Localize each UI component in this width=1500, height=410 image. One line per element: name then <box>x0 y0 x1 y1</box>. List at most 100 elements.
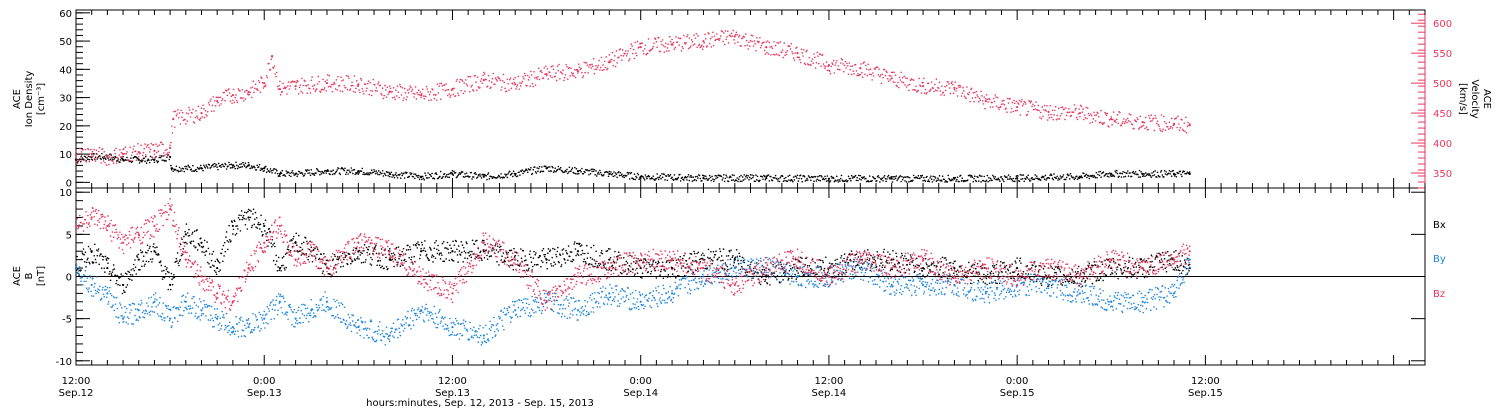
bx-sample <box>1101 263 1104 266</box>
velocity-sample <box>609 59 611 61</box>
ion-density-sample <box>922 179 924 182</box>
velocity-point <box>231 94 234 97</box>
by-sample <box>107 301 110 303</box>
velocity-sample <box>354 91 357 94</box>
ion-density-sample <box>673 174 676 176</box>
bx-sample <box>186 232 189 234</box>
ion-density-sample <box>825 180 828 182</box>
bx-sample <box>901 254 904 257</box>
velocity-sample <box>1094 114 1096 117</box>
velocity-sample <box>1165 122 1167 125</box>
ion-density-sample <box>795 177 798 179</box>
bx-sample <box>580 244 583 246</box>
velocity-sample <box>665 50 668 52</box>
velocity-sample <box>1061 112 1063 115</box>
velocity-sample <box>283 86 286 88</box>
velocity-sample <box>1095 114 1098 116</box>
bx-sample <box>749 266 751 268</box>
velocity-sample <box>191 112 193 114</box>
velocity-sample <box>1090 114 1093 117</box>
ion-density-sample <box>439 170 442 173</box>
bx-sample <box>513 256 516 258</box>
velocity-sample <box>537 75 539 78</box>
ion-density-sample <box>285 170 287 172</box>
velocity-sample <box>412 92 415 95</box>
bx-sample <box>178 264 180 267</box>
bx-sample <box>942 272 944 274</box>
velocity-sample <box>1026 113 1029 116</box>
bx-sample <box>966 276 968 279</box>
velocity-sample <box>523 78 525 80</box>
velocity-sample <box>359 91 361 94</box>
velocity-sample <box>715 38 717 41</box>
bx-sample <box>398 257 400 260</box>
velocity-sample <box>985 93 988 96</box>
ion-density-point <box>765 177 768 180</box>
velocity-sample <box>1014 102 1016 105</box>
ion-density-sample <box>1148 173 1151 175</box>
ion-density-sample <box>318 170 320 173</box>
ion-density-sample <box>972 180 975 183</box>
ion-density-sample <box>265 165 267 168</box>
velocity-sample <box>953 88 956 91</box>
ion-density-sample <box>698 174 701 177</box>
velocity-sample <box>212 96 215 98</box>
ion-density-sample <box>1055 177 1058 179</box>
ion-density-sample <box>309 174 312 177</box>
bx-sample <box>126 284 129 286</box>
bx-sample <box>242 216 244 219</box>
bx-sample <box>87 245 90 248</box>
ion-density-sample <box>998 178 1000 181</box>
bx-sample <box>1132 274 1135 276</box>
ion-density-sample <box>488 178 491 180</box>
bx-sample <box>1135 266 1138 268</box>
ion-density-sample <box>370 172 372 175</box>
velocity-sample <box>832 59 835 62</box>
velocity-sample <box>96 153 98 155</box>
bx-sample <box>238 214 240 216</box>
velocity-sample <box>1086 117 1088 120</box>
ion-density-sample <box>1070 175 1073 177</box>
bx-sample <box>1098 279 1101 281</box>
velocity-sample <box>560 71 563 74</box>
ion-density-sample <box>392 174 395 177</box>
bx-sample <box>721 267 724 270</box>
bx-sample <box>191 231 194 234</box>
velocity-sample <box>948 83 950 85</box>
ion-density-sample <box>924 180 927 183</box>
velocity-sample <box>148 151 151 153</box>
bx-sample <box>1127 266 1130 269</box>
velocity-sample <box>197 105 200 108</box>
velocity-sample <box>1133 128 1135 130</box>
ion-density-sample <box>1116 172 1119 175</box>
by-sample <box>114 303 117 305</box>
bx-sample <box>139 268 141 271</box>
ion-density-sample <box>454 171 457 174</box>
bx-sample <box>235 232 238 235</box>
by-sample <box>119 302 121 304</box>
bx-sample <box>1179 260 1182 262</box>
ion-density-sample <box>1099 170 1102 173</box>
velocity-sample <box>435 99 438 101</box>
bx-sample <box>110 274 113 277</box>
bx-sample <box>499 245 502 248</box>
ion-density-sample <box>446 173 448 176</box>
ion-density-sample <box>530 166 532 169</box>
velocity-sample <box>387 93 389 96</box>
bx-sample <box>166 267 168 269</box>
ion-density-sample <box>166 156 168 159</box>
velocity-sample <box>90 148 92 151</box>
bx-sample <box>1091 282 1094 285</box>
velocity-sample <box>383 94 386 97</box>
bx-sample <box>156 246 158 249</box>
velocity-sample <box>884 74 887 77</box>
bx-sample <box>193 245 195 247</box>
velocity-sample <box>1155 122 1158 125</box>
by-point <box>294 317 297 320</box>
velocity-sample <box>763 41 765 44</box>
ion-density-sample <box>857 174 860 177</box>
bx-sample <box>561 249 564 251</box>
velocity-sample <box>312 85 314 88</box>
ion-density-sample <box>521 169 524 171</box>
bx-sample <box>822 261 825 264</box>
